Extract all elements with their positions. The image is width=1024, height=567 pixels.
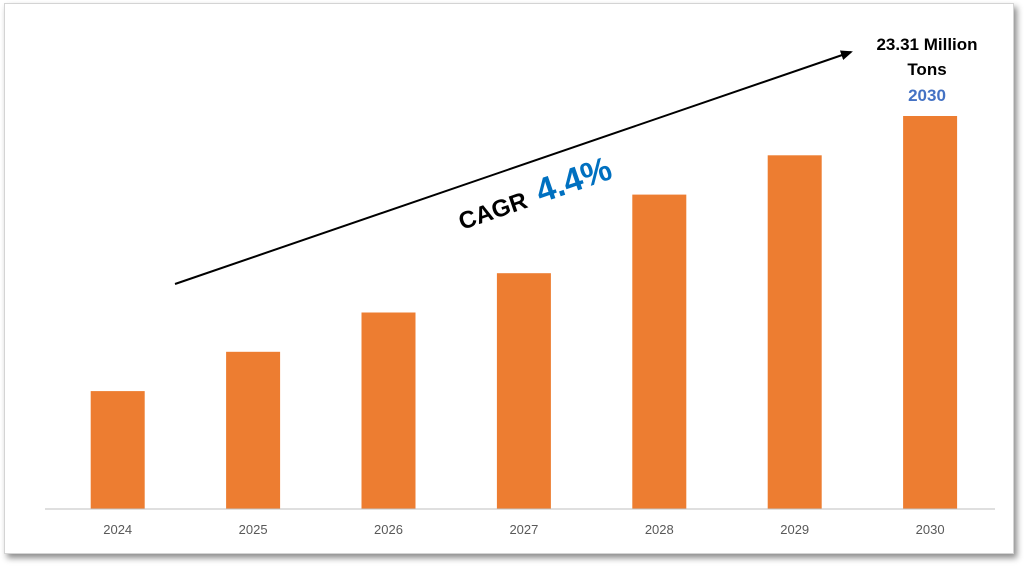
x-tick-label-2027: 2027 <box>509 522 538 537</box>
chart-frame: 2024 2025 2026 2027 2028 2029 2030 CAGR 4.4% 2… <box>4 3 1014 554</box>
cagr-value: 4.4% <box>531 150 617 211</box>
x-tick-label-2026: 2026 <box>374 522 403 537</box>
bar-2029 <box>767 155 822 510</box>
bars-group <box>90 116 958 510</box>
final-value-year: 2030 <box>908 86 946 105</box>
bar-2025 <box>226 351 281 509</box>
bar-2024 <box>90 391 145 509</box>
growth-arrow <box>174 50 853 285</box>
final-value-line2: Tons <box>907 60 946 79</box>
bar-2027 <box>496 273 551 509</box>
final-value-line1: 23.31 Million <box>876 35 977 54</box>
x-tick-label-2030: 2030 <box>916 522 945 537</box>
x-tick-label-2028: 2028 <box>645 522 674 537</box>
bar-2026 <box>361 312 416 509</box>
cagr-label: CAGR <box>455 187 531 235</box>
bar-2028 <box>632 194 687 509</box>
cagr-annotation: CAGR 4.4% <box>452 150 616 238</box>
x-tick-labels: 2024 2025 2026 2027 2028 2029 2030 <box>103 522 944 537</box>
bar-chart: 2024 2025 2026 2027 2028 2029 2030 CAGR 4.4% 2… <box>45 35 995 537</box>
x-tick-label-2025: 2025 <box>239 522 268 537</box>
x-tick-label-2024: 2024 <box>103 522 132 537</box>
bar-2030 <box>903 116 958 509</box>
x-tick-label-2029: 2029 <box>780 522 809 537</box>
